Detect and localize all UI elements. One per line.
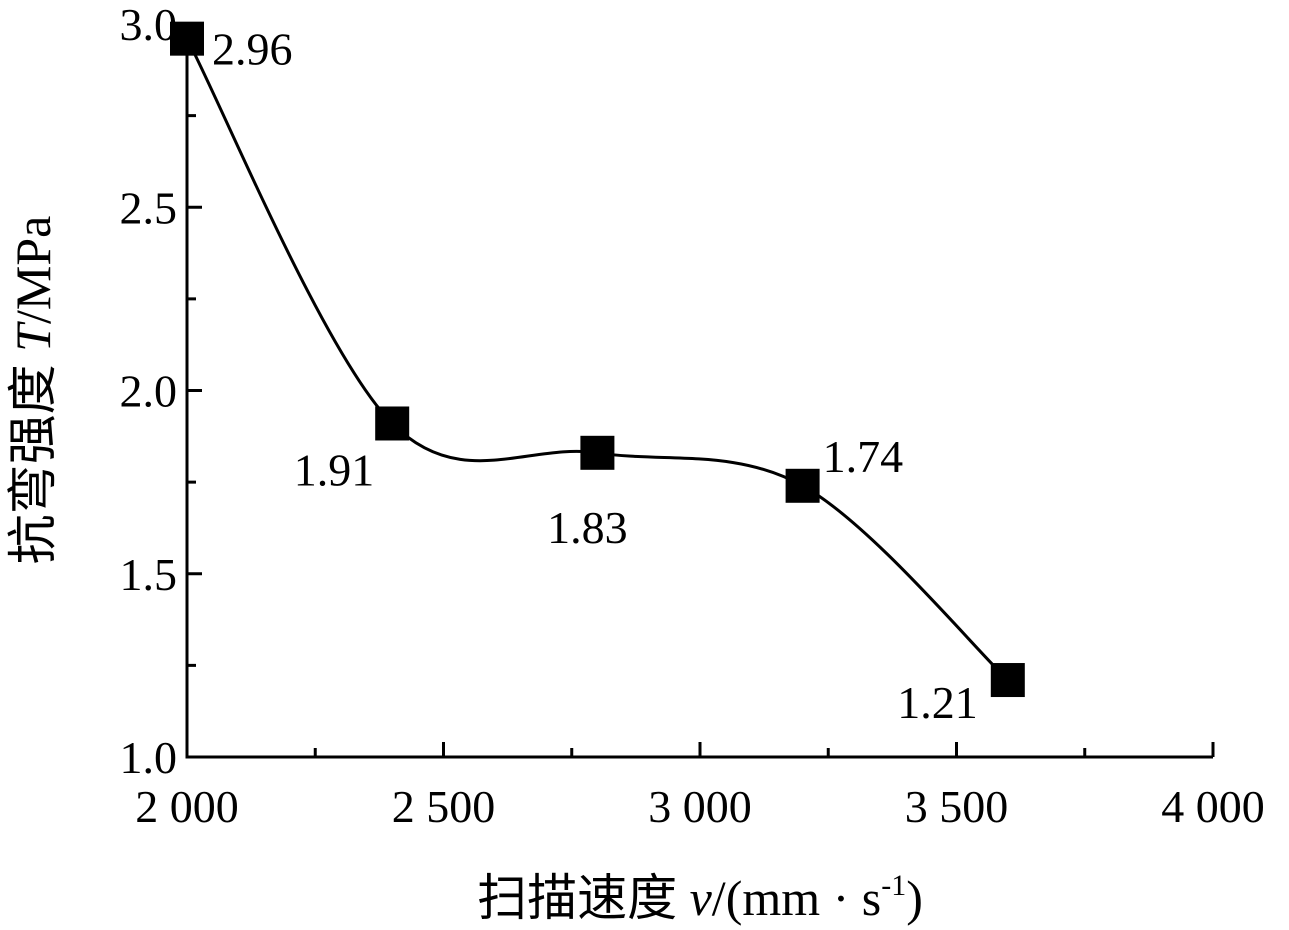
data-labels: 2.96 1.91 1.83 1.74 1.21 (212, 24, 978, 728)
y-tick-label: 2.5 (120, 182, 178, 233)
data-point-marker (375, 406, 410, 441)
y-tick-label: 1.5 (120, 549, 178, 600)
x-axis-title-close: ) (906, 870, 923, 926)
y-axis-title: 抗弯强度 T/MPa (5, 216, 61, 565)
ticks: 2 000 2 500 3 000 3 500 4 000 1.0 1.5 2.0 2.5 3.0 (120, 0, 1265, 832)
data-label: 1.21 (897, 677, 978, 728)
data-label: 1.74 (823, 431, 904, 482)
data-point-marker (170, 21, 204, 56)
x-axis-title: 扫描速度 v/(mm · s-1) (477, 869, 923, 926)
y-tick-label: 1.0 (120, 732, 178, 783)
y-axis-title-suffix: /MPa (5, 216, 61, 324)
x-tick-label: 2 000 (135, 781, 239, 832)
x-tick-label: 3 500 (905, 781, 1009, 832)
x-tick-label: 4 000 (1161, 781, 1265, 832)
series-curve (185, 37, 1009, 682)
data-label: 1.91 (294, 444, 375, 495)
x-axis-title-var: v (690, 870, 713, 926)
y-axis-title-var: T (5, 321, 61, 352)
x-axis-title-sup: -1 (881, 869, 906, 902)
data-label: 1.83 (547, 502, 628, 553)
y-axis-title-prefix: 抗弯强度 (5, 352, 61, 565)
data-points (170, 21, 1025, 698)
x-axis-title-prefix: 扫描速度 (477, 870, 690, 926)
x-tick-label: 3 000 (648, 781, 752, 832)
y-tick-label: 2.0 (120, 366, 178, 417)
x-axis-title-suffix: /(mm · s (712, 870, 881, 926)
data-point-marker (990, 663, 1025, 698)
data-point-marker (580, 435, 615, 470)
data-label: 2.96 (212, 24, 293, 75)
y-tick-label: 3.0 (120, 0, 178, 50)
x-tick-label: 2 500 (392, 781, 496, 832)
axes (185, 24, 1213, 759)
data-point-marker (785, 468, 820, 503)
